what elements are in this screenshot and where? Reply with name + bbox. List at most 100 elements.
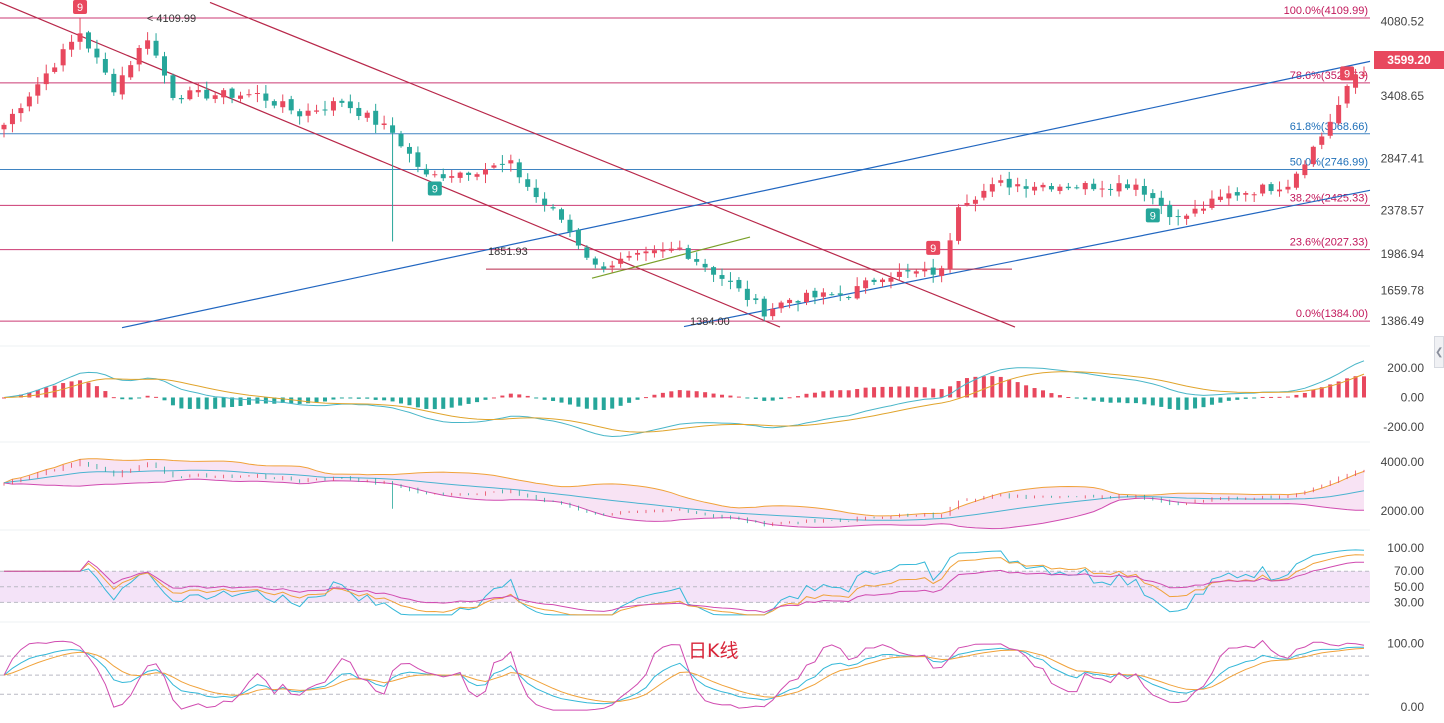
last-price-tag: 3599.20 xyxy=(1374,51,1444,69)
candle-body-6 xyxy=(52,67,58,72)
short-trendline xyxy=(591,236,751,279)
candle-body-39 xyxy=(330,101,336,111)
candle-body-73 xyxy=(618,258,624,264)
macd-bar-146 xyxy=(1235,397,1240,400)
candle-body-112 xyxy=(947,240,953,270)
candle-body-95 xyxy=(803,292,809,303)
rsi-tick-3: 30.00 xyxy=(1394,595,1424,609)
macd-bar-101 xyxy=(855,389,860,398)
candle-body-146 xyxy=(1234,192,1240,196)
candle-body-12 xyxy=(102,58,108,73)
collapse-handle-icon[interactable]: ❮ xyxy=(1434,336,1444,368)
macd-bar-106 xyxy=(897,386,902,398)
candle-body-59 xyxy=(499,163,505,165)
candle-body-10 xyxy=(85,32,91,49)
macd-bar-145 xyxy=(1226,397,1231,401)
candle-body-69 xyxy=(584,247,590,258)
price-tick-6: 1386.49 xyxy=(1381,314,1425,328)
candle-body-15 xyxy=(128,65,134,78)
candle-body-58 xyxy=(491,165,497,168)
macd-bar-48 xyxy=(407,397,412,406)
candle-body-150 xyxy=(1268,184,1274,192)
macd-bar-52 xyxy=(441,397,446,409)
candle-body-132 xyxy=(1116,183,1122,192)
macd-bar-136 xyxy=(1150,397,1155,406)
macd-bar-75 xyxy=(635,397,640,400)
candle-body-147 xyxy=(1243,193,1249,195)
macd-bar-88 xyxy=(745,397,750,399)
candle-body-57 xyxy=(482,169,488,175)
candle-body-117 xyxy=(989,184,995,192)
macd-bar-81 xyxy=(686,390,691,398)
macd-bar-89 xyxy=(753,397,758,399)
macd-bar-143 xyxy=(1209,397,1214,405)
macd-bar-150 xyxy=(1269,396,1274,398)
candle-body-99 xyxy=(837,293,843,295)
candle-body-143 xyxy=(1209,198,1215,208)
candle-body-23 xyxy=(195,90,201,93)
macd-bar-83 xyxy=(703,392,708,398)
candle-body-29 xyxy=(246,94,252,96)
candle-body-25 xyxy=(212,95,218,99)
macd-dif-line xyxy=(3,360,1365,438)
td-badge-3 xyxy=(1145,208,1160,223)
macd-bar-60 xyxy=(508,393,513,398)
candle-body-106 xyxy=(896,271,902,277)
candle-body-64 xyxy=(542,198,548,206)
candle-body-72 xyxy=(609,265,615,268)
candle-body-90 xyxy=(761,298,767,317)
macd-bar-8 xyxy=(69,381,74,398)
high-annotation: < 4109.99 xyxy=(147,13,196,25)
macd-bar-133 xyxy=(1125,397,1130,404)
macd-bar-160 xyxy=(1353,376,1358,398)
candle-body-97 xyxy=(820,292,826,297)
macd-bar-78 xyxy=(660,392,665,398)
candle-body-152 xyxy=(1285,186,1291,190)
macd-bar-71 xyxy=(601,397,606,410)
candle-body-27 xyxy=(229,88,235,98)
candle-body-80 xyxy=(677,247,683,249)
kdj-tick-0: 100.00 xyxy=(1387,636,1424,650)
macd-bar-152 xyxy=(1285,396,1290,398)
macd-bar-21 xyxy=(179,397,184,409)
macd-bar-41 xyxy=(348,397,353,399)
macd-bar-54 xyxy=(458,397,463,406)
macd-bar-161 xyxy=(1362,376,1366,398)
candle-body-141 xyxy=(1192,208,1198,214)
candle-body-11 xyxy=(94,48,100,58)
candle-body-19 xyxy=(161,56,167,76)
macd-bar-0 xyxy=(2,397,6,399)
candle-body-74 xyxy=(626,255,632,258)
macd-bar-82 xyxy=(694,391,699,398)
candle-body-121 xyxy=(1023,186,1029,189)
candle-body-107 xyxy=(905,270,911,272)
candle-body-157 xyxy=(1327,121,1333,136)
candle-body-105 xyxy=(888,277,894,282)
macd-bar-148 xyxy=(1252,397,1257,399)
macd-bar-64 xyxy=(542,397,547,400)
macd-bar-11 xyxy=(94,386,99,398)
candle-body-100 xyxy=(846,297,852,299)
candle-body-115 xyxy=(972,199,978,204)
candle-body-129 xyxy=(1091,183,1097,190)
candle-body-148 xyxy=(1251,194,1257,196)
candle-body-51 xyxy=(432,174,438,176)
candle-body-7 xyxy=(60,49,66,66)
macd-bar-137 xyxy=(1159,397,1164,407)
candle-body-67 xyxy=(567,219,573,232)
candle-body-127 xyxy=(1074,187,1080,189)
macd-bar-115 xyxy=(973,376,978,398)
macd-bar-55 xyxy=(466,397,471,404)
macd-bar-140 xyxy=(1184,397,1189,410)
macd-bar-125 xyxy=(1057,395,1062,398)
candle-body-123 xyxy=(1040,184,1046,188)
candle-body-9 xyxy=(77,33,83,42)
macd-bar-135 xyxy=(1142,397,1147,405)
candle-body-0 xyxy=(1,124,7,130)
candle-body-14 xyxy=(119,75,125,95)
candle-body-48 xyxy=(406,146,412,154)
fib-label-5: 23.6%(2027.33) xyxy=(1290,237,1368,249)
candle-body-110 xyxy=(930,267,936,275)
